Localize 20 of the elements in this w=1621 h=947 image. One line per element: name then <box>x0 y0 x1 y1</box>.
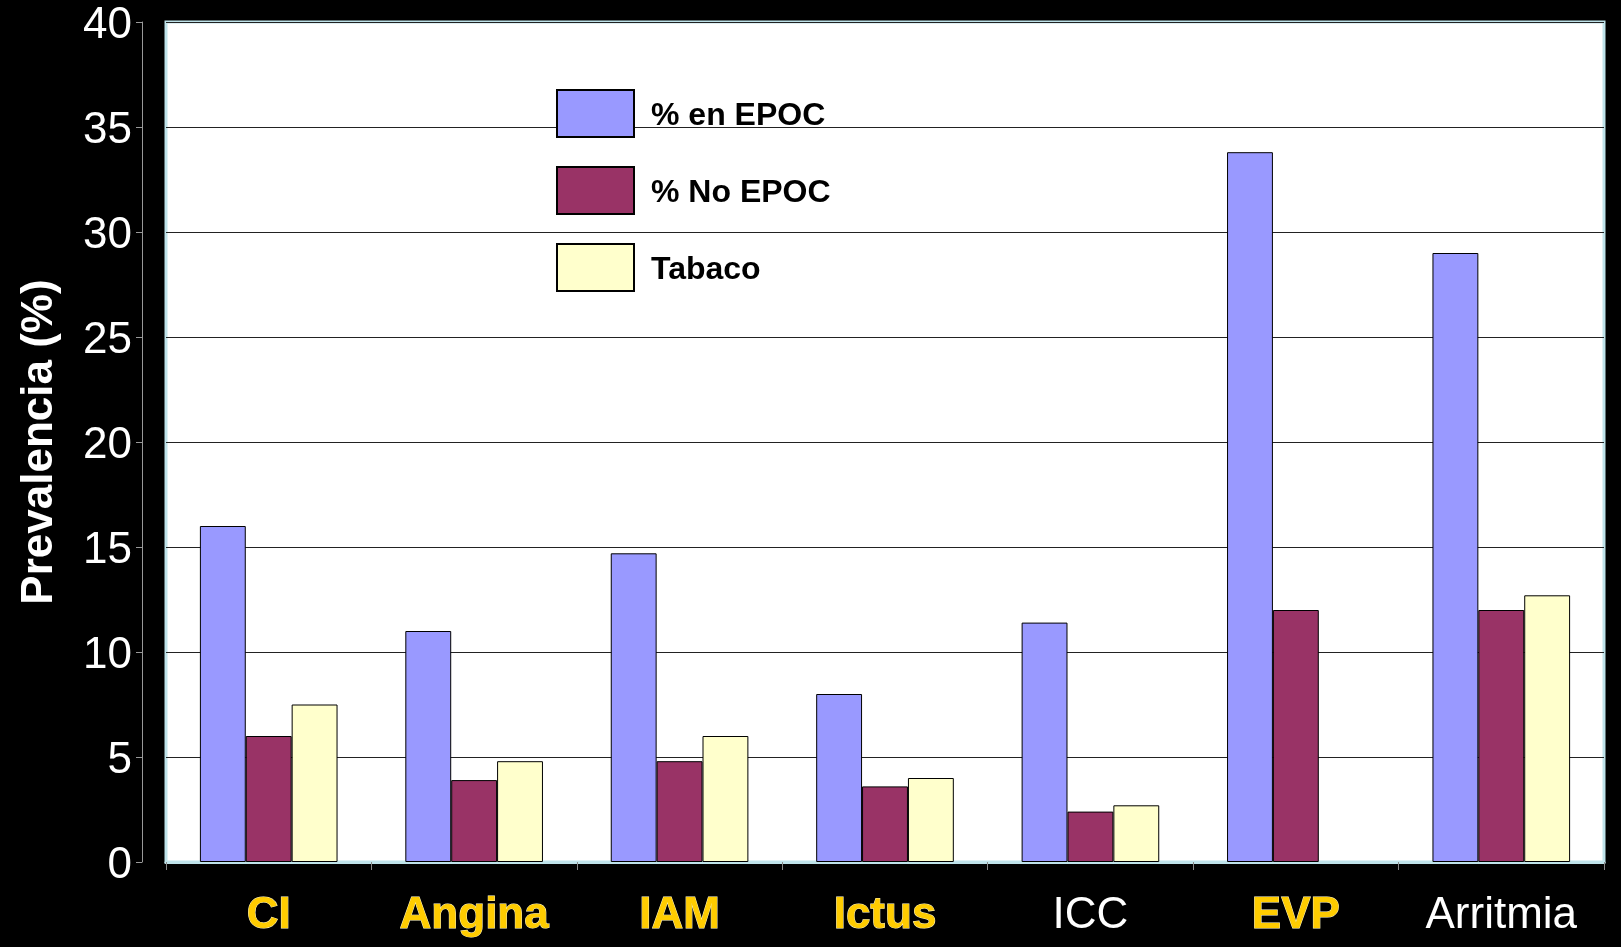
y-tick-label: 20 <box>83 417 132 467</box>
y-tick-label: 0 <box>107 837 132 887</box>
legend-label: Tabaco <box>651 249 761 286</box>
x-tick-label: Angina <box>399 887 550 937</box>
x-tick-label: IAM <box>639 887 720 937</box>
y-tick-label: 30 <box>83 207 132 257</box>
x-tick-label: CI <box>246 887 291 937</box>
x-tick-label: ICC <box>1052 887 1129 937</box>
x-tick-label: Arritmia <box>1425 887 1578 937</box>
y-tick-label: 25 <box>83 312 132 362</box>
x-tick-label: Ictus <box>833 887 937 937</box>
y-tick-label: 40 <box>83 0 132 47</box>
legend-label: % No EPOC <box>651 172 831 209</box>
y-tick-label: 10 <box>83 627 132 677</box>
x-tick-label: EVP <box>1251 887 1340 937</box>
y-tick-label: 35 <box>83 102 132 152</box>
y-tick-label: 15 <box>83 522 132 572</box>
y-axis-title: Prevalencia (%) <box>11 279 61 605</box>
legend-label: % en EPOC <box>651 95 826 132</box>
y-tick-label: 5 <box>107 732 132 782</box>
